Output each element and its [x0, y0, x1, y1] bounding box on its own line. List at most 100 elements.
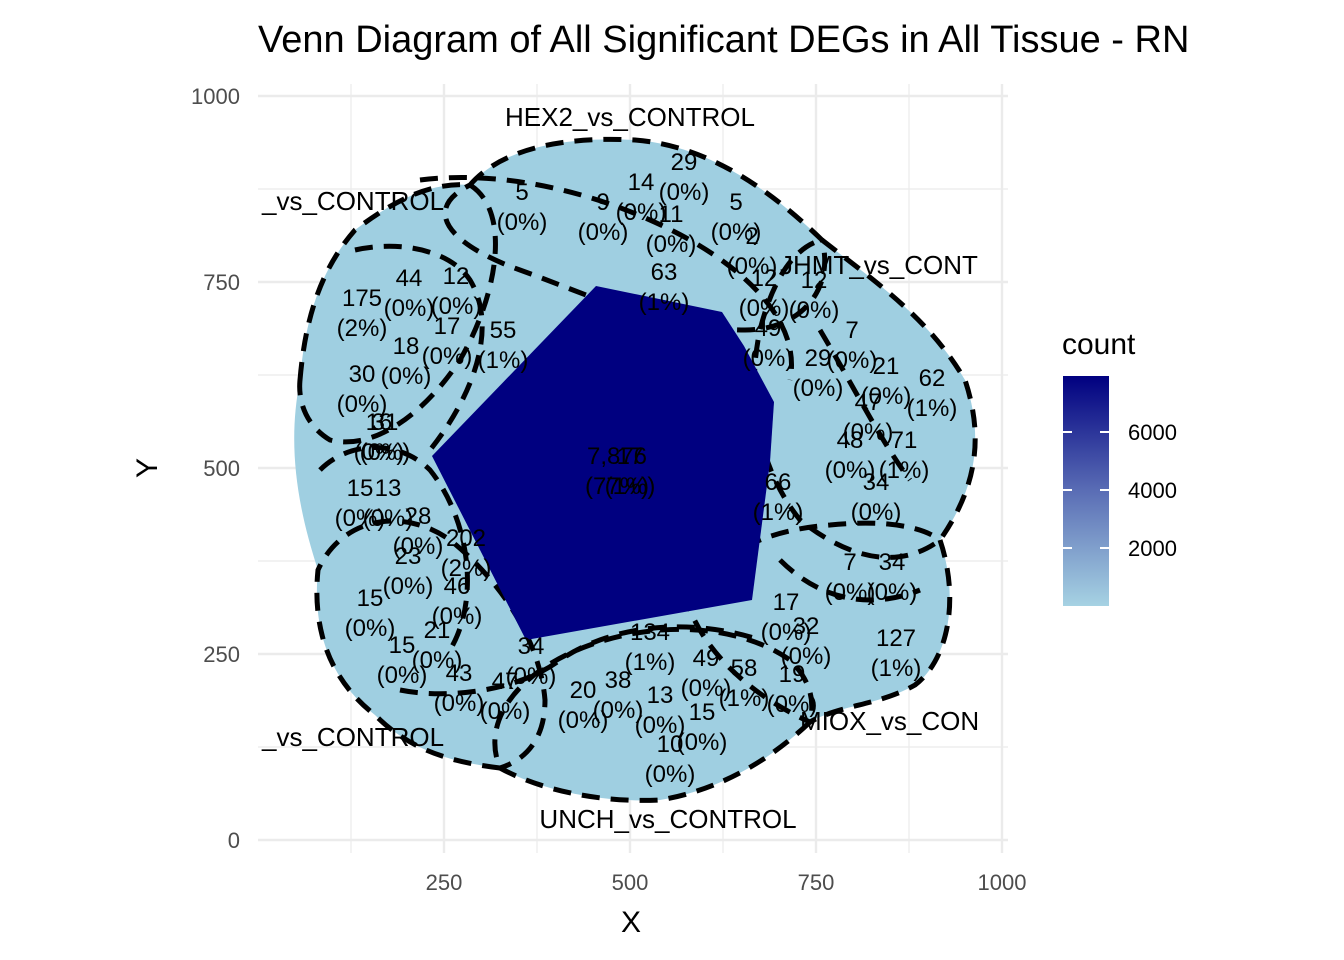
legend-title: count — [1062, 328, 1136, 361]
region-percent: (0%) — [377, 662, 428, 689]
set-ellipse — [314, 518, 548, 771]
legend-tick-label: 2000 — [1128, 536, 1177, 561]
region-count: 47 — [855, 389, 882, 416]
set-ellipse — [419, 175, 794, 381]
set-ellipse — [687, 520, 953, 725]
region-count: 31 — [372, 409, 399, 436]
region-percent: (0%) — [593, 697, 644, 724]
region-count: 10 — [657, 731, 684, 758]
x-axis-title: X — [621, 906, 641, 939]
region-count: 38 — [605, 667, 632, 694]
region-percent: (0%) — [843, 419, 894, 446]
region-percent: (0%) — [360, 439, 411, 466]
region-count: 63 — [651, 259, 678, 286]
chart-title: Venn Diagram of All Significant DEGs in … — [258, 19, 1189, 61]
region-percent: (1%) — [879, 457, 930, 484]
region-count: 17 — [773, 589, 800, 616]
region-count: 15 — [389, 632, 416, 659]
region-count: 13 — [647, 682, 674, 709]
region-percent: (0%) — [412, 647, 463, 674]
region-percent: (0%) — [337, 391, 388, 418]
x-tick-label: 1000 — [978, 870, 1027, 895]
region-count: 15 — [347, 475, 374, 502]
region-percent: (1%) — [478, 347, 529, 374]
region-count: 44 — [396, 265, 423, 292]
region-count: 14 — [628, 169, 655, 196]
region-percent: (0%) — [781, 643, 832, 670]
region-percent: (0%) — [739, 295, 790, 322]
region-percent: (0%) — [711, 219, 762, 246]
region-percent: (1%) — [625, 649, 676, 676]
region-count: 134 — [630, 619, 670, 646]
set-ellipse — [318, 445, 470, 652]
region-count: 55 — [490, 317, 517, 344]
region-percent: (0%) — [497, 209, 548, 236]
region-percent: (0%) — [345, 615, 396, 642]
region-percent: (0%) — [727, 253, 778, 280]
region-count: 32 — [793, 613, 820, 640]
y-axis: 0 250 500 750 1000 Y — [131, 84, 240, 853]
set-label: HEX2_vs_CONTROL — [505, 102, 755, 132]
region-count: 2 — [745, 223, 758, 250]
region-count: 19 — [779, 661, 806, 688]
region-percent: (1%) — [639, 289, 690, 316]
region-count: 15 — [689, 699, 716, 726]
region-percent: (1%) — [719, 685, 770, 712]
y-tick-label: 1000 — [191, 84, 240, 109]
region-percent: (0%) — [480, 698, 531, 725]
y-tick-label: 250 — [203, 642, 240, 667]
region-percent: (0%) — [827, 347, 878, 374]
region-count: 12 — [801, 267, 828, 294]
region-percent: (0%) — [506, 663, 557, 690]
legend-tick-label: 6000 — [1128, 420, 1177, 445]
region-count: 62 — [919, 365, 946, 392]
region-count: 47 — [492, 668, 519, 695]
region-percent: (0%) — [363, 505, 414, 532]
set-label: UNCH_vs_CONTROL — [539, 804, 796, 834]
region-percent: (0%) — [383, 573, 434, 600]
region-count: 48 — [837, 427, 864, 454]
set-ellipse — [297, 182, 498, 445]
region-count: 175 — [342, 285, 382, 312]
region-labels: 7,876(77%)29(0%)14(0%)5(0%)9(0%)5(0%)11(… — [335, 149, 958, 788]
region-percent: (0%) — [616, 199, 667, 226]
region-count: 12 — [443, 263, 470, 290]
set-label: MIOX_vs_CON — [800, 706, 979, 736]
core-intersection — [432, 286, 774, 640]
region-percent: (0%) — [681, 675, 732, 702]
region-count: 71 — [891, 427, 918, 454]
region-count: 34 — [879, 549, 906, 576]
legend-tick-label: 4000 — [1128, 478, 1177, 503]
region-percent: (2%) — [337, 315, 388, 342]
region-percent: (0%) — [825, 457, 876, 484]
region-count: 29 — [671, 149, 698, 176]
region-percent: (0%) — [867, 579, 918, 606]
region-count: 7 — [843, 549, 856, 576]
region-count: 49 — [755, 315, 782, 342]
x-axis: 250 500 750 1000 X — [426, 870, 1027, 939]
region-percent: (0%) — [381, 363, 432, 390]
region-count: 17 — [617, 443, 644, 470]
region-count: 12 — [751, 265, 778, 292]
legend: count 2000 4000 6000 — [1062, 328, 1177, 606]
region-count: 17 — [434, 313, 461, 340]
region-count: 21 — [873, 353, 900, 380]
region-percent: (0%) — [767, 691, 818, 718]
region-count: 9 — [596, 189, 609, 216]
region-percent: (1%) — [871, 655, 922, 682]
region-percent: (0%) — [335, 505, 386, 532]
set-ellipse — [817, 328, 913, 482]
region-percent: (0%) — [761, 619, 812, 646]
region-count: 28 — [405, 503, 432, 530]
set-ellipse — [442, 136, 828, 333]
region-count: 21 — [424, 617, 451, 644]
y-tick-label: 750 — [203, 270, 240, 295]
region-percent: (0%) — [646, 231, 697, 258]
region-count: 11 — [659, 201, 684, 228]
set-ellipse — [492, 626, 815, 803]
region-count: 34 — [863, 469, 890, 496]
set-ellipse — [751, 237, 978, 560]
x-tick-label: 250 — [426, 870, 463, 895]
region-count: 23 — [395, 543, 422, 570]
